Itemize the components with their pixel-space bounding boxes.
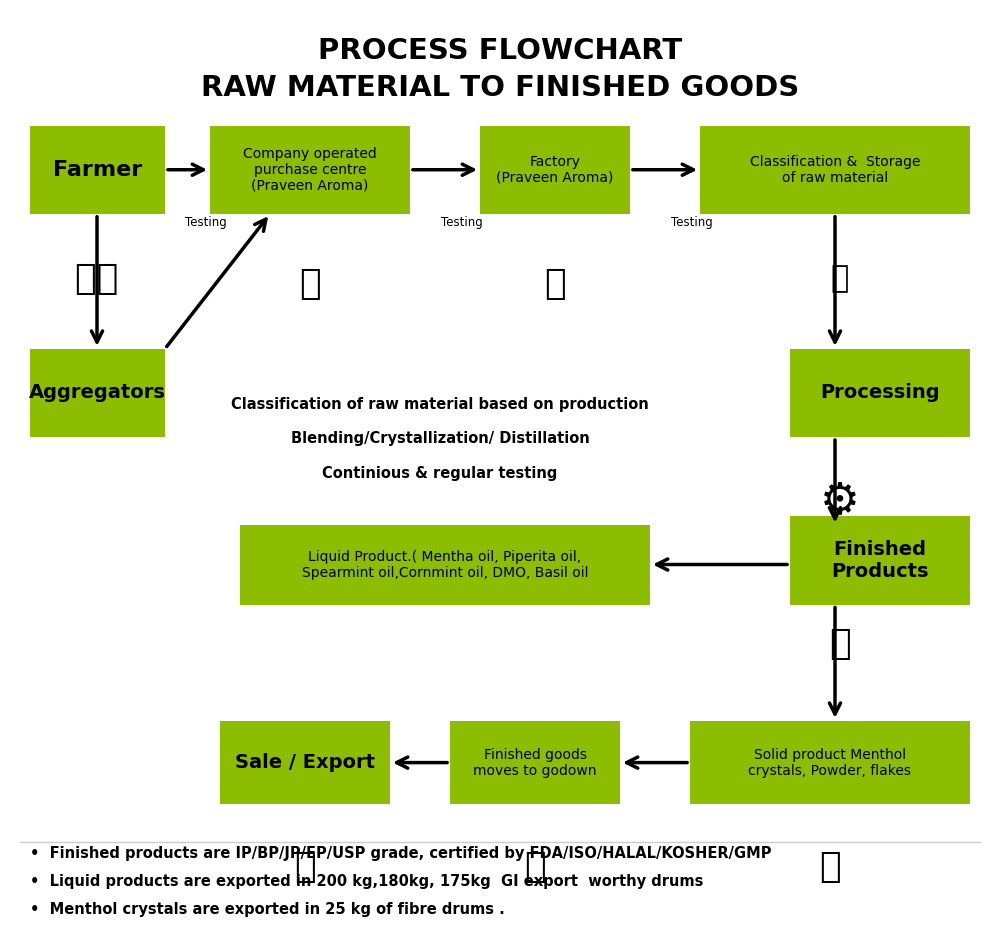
Text: 🏢: 🏢 xyxy=(299,267,321,300)
Text: Company operated
purchase centre
(Praveen Aroma): Company operated purchase centre (Pravee… xyxy=(243,147,377,193)
Text: •  Finished products are IP/BP/JP/EP/USP grade, certified by FDA/ISO/HALAL/KOSHE: • Finished products are IP/BP/JP/EP/USP … xyxy=(30,846,772,861)
Text: Sale / Export: Sale / Export xyxy=(235,753,375,772)
FancyBboxPatch shape xyxy=(790,349,970,437)
Text: RAW MATERIAL TO FINISHED GOODS: RAW MATERIAL TO FINISHED GOODS xyxy=(201,74,799,102)
Text: Liquid Product.( Mentha oil, Piperita oil,
Spearmint oil,Cornmint oil, DMO, Basi: Liquid Product.( Mentha oil, Piperita oi… xyxy=(302,550,588,580)
Text: Aggregators: Aggregators xyxy=(29,383,166,403)
FancyBboxPatch shape xyxy=(240,525,650,604)
Text: Factory
(Praveen Aroma): Factory (Praveen Aroma) xyxy=(496,154,614,185)
Text: Processing: Processing xyxy=(820,383,940,403)
Text: 📦: 📦 xyxy=(829,627,851,660)
FancyBboxPatch shape xyxy=(690,721,970,804)
Text: Testing: Testing xyxy=(185,216,227,229)
Text: Finished
Products: Finished Products xyxy=(831,539,929,581)
Text: Continious & regular testing: Continious & regular testing xyxy=(322,466,558,481)
Text: 🎒: 🎒 xyxy=(294,850,316,883)
Text: 🧑‍🌾: 🧑‍🌾 xyxy=(75,262,119,296)
Text: Classification of raw material based on production: Classification of raw material based on … xyxy=(231,397,649,412)
Text: 🏗: 🏗 xyxy=(524,850,546,883)
FancyBboxPatch shape xyxy=(220,721,390,804)
Text: Testing: Testing xyxy=(441,216,483,229)
Text: Farmer: Farmer xyxy=(53,160,142,179)
Text: 🏚: 🏚 xyxy=(831,264,849,294)
Text: Classification &  Storage
of raw material: Classification & Storage of raw material xyxy=(750,154,920,185)
Text: 📦: 📦 xyxy=(819,850,841,883)
Text: Finished goods
moves to godown: Finished goods moves to godown xyxy=(473,748,597,777)
Text: •  Liquid products are exported in 200 kg,180kg, 175kg  GI export  worthy drums: • Liquid products are exported in 200 kg… xyxy=(30,874,703,889)
FancyBboxPatch shape xyxy=(480,126,630,214)
FancyBboxPatch shape xyxy=(30,126,165,214)
FancyBboxPatch shape xyxy=(30,349,165,437)
Text: Solid product Menthol
crystals, Powder, flakes: Solid product Menthol crystals, Powder, … xyxy=(748,748,912,777)
Text: •  Menthol crystals are exported in 25 kg of fibre drums .: • Menthol crystals are exported in 25 kg… xyxy=(30,902,505,917)
FancyBboxPatch shape xyxy=(450,721,620,804)
FancyBboxPatch shape xyxy=(700,126,970,214)
Text: PROCESS FLOWCHART: PROCESS FLOWCHART xyxy=(318,37,682,65)
Text: Testing: Testing xyxy=(671,216,713,229)
Text: ⚙️: ⚙️ xyxy=(820,479,860,522)
Text: Blending/Crystallization/ Distillation: Blending/Crystallization/ Distillation xyxy=(291,432,589,446)
FancyBboxPatch shape xyxy=(210,126,410,214)
Text: 🏗: 🏗 xyxy=(544,267,566,300)
FancyBboxPatch shape xyxy=(790,516,970,605)
